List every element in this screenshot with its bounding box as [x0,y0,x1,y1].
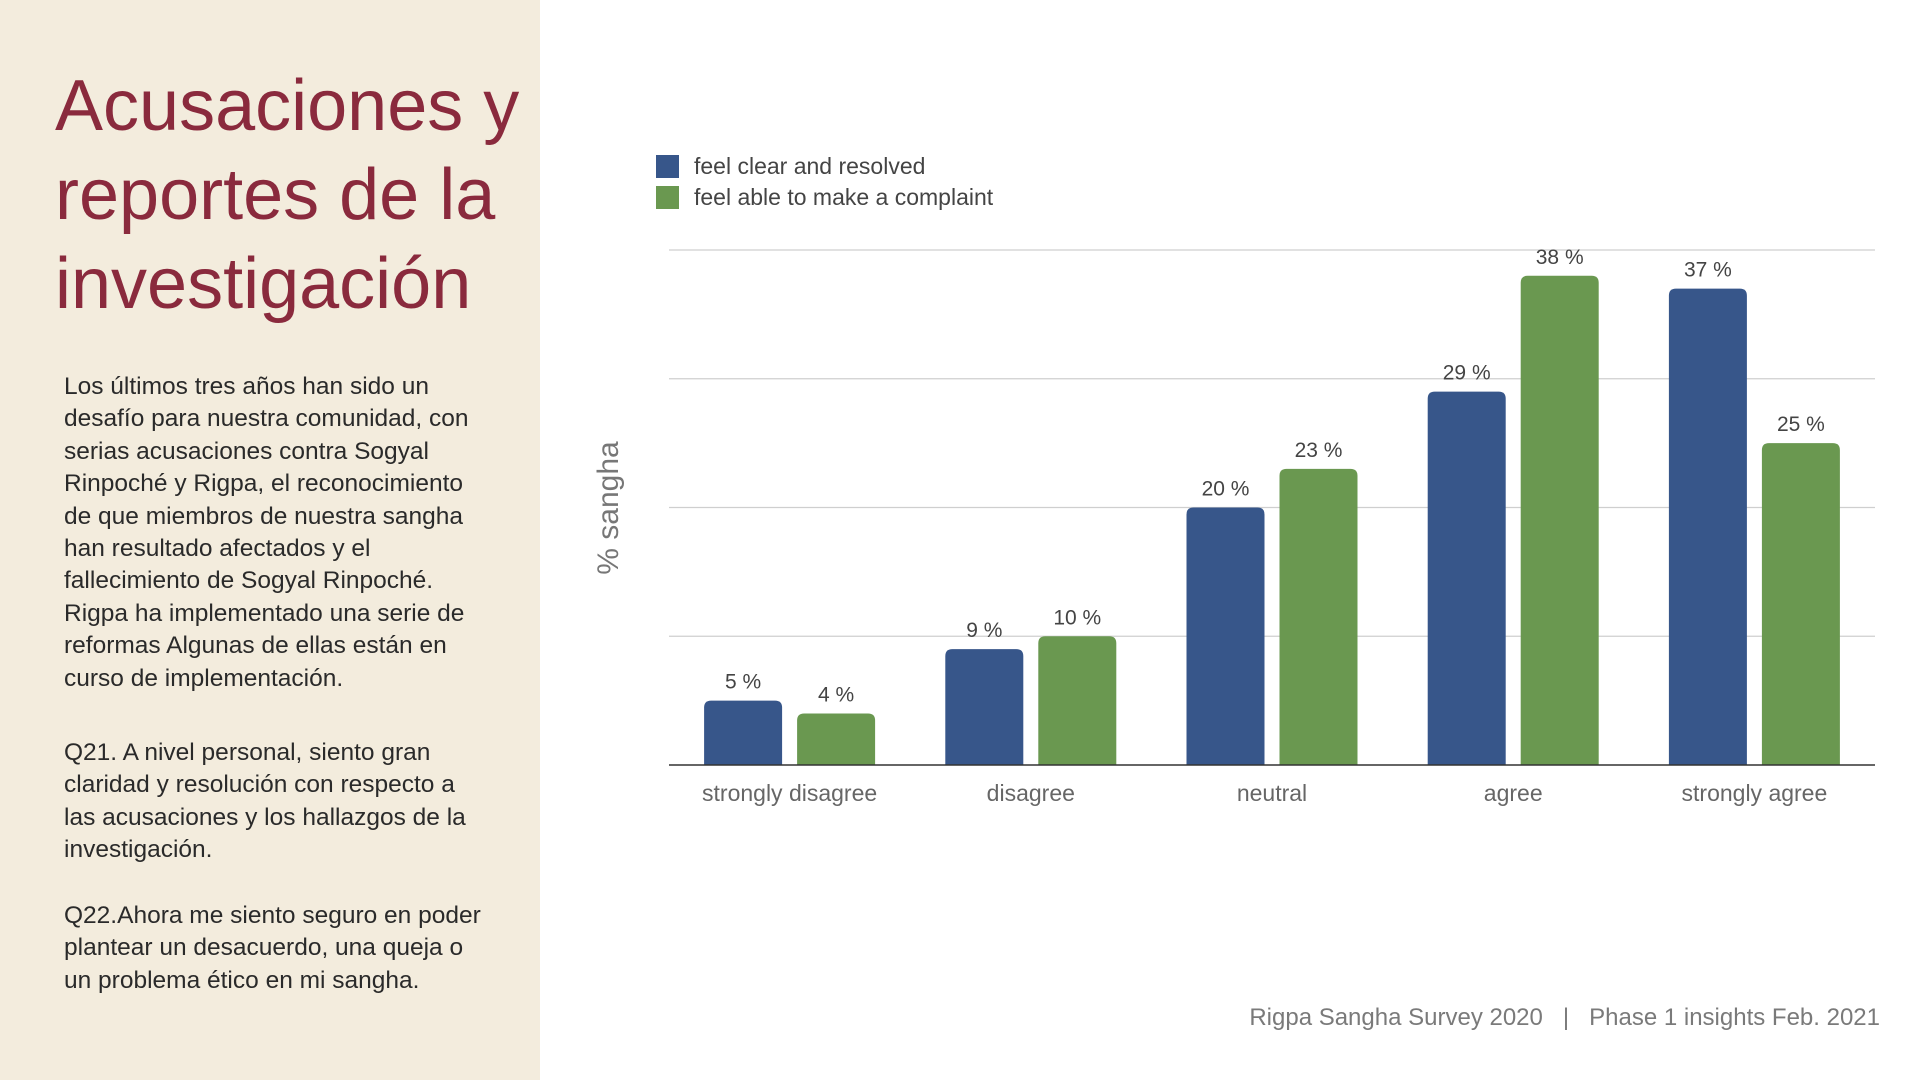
chart-legend: feel clear and resolved feel able to mak… [656,151,993,213]
footer-phase: Phase 1 insights Feb. 2021 [1589,1004,1880,1031]
bar-chart: 5 % 4 % strongly disagree 9 % 10 % disagree 20… [592,246,1875,806]
left-panel: Acusaciones y reportes de la investigaci… [0,0,540,1080]
bar-series2-agree [1520,275,1599,765]
bar-series1-strongly-agree [1668,288,1747,765]
y-axis-title: % sangha [592,441,625,575]
legend-item-complaint: feel able to make a complaint [656,182,993,213]
data-label-series2-neutral: 23 % [1295,439,1343,462]
chart-area: feel clear and resolved feel able to mak… [540,0,1920,1080]
footer: Rigpa Sangha Survey 2020 | Phase 1 insig… [1249,1004,1880,1032]
bar-series2-disagree [1038,636,1117,765]
data-label-series2-disagree: 10 % [1053,606,1101,629]
footer-survey: Rigpa Sangha Survey 2020 [1249,1004,1543,1031]
legend-label-complaint: feel able to make a complaint [694,184,994,210]
data-label-series1-neutral: 20 % [1202,478,1250,501]
bar-series1-disagree [945,649,1024,765]
slide-title: Acusaciones y reportes de la investigaci… [55,66,520,324]
question-22: Q22.Ahora me siento seguro en poder plan… [64,902,481,994]
x-tick-label-agree: agree [1484,780,1543,806]
bar-series1-agree [1427,391,1506,765]
data-label-series2-strongly-disagree: 4 % [818,684,854,707]
legend-swatch-green [656,186,679,209]
bar-series1-strongly-disagree [704,700,783,765]
x-tick-label-strongly-disagree: strongly disagree [702,780,877,806]
intro-paragraph: Los últimos tres años han sido un desafí… [64,373,469,692]
x-tick-label-strongly-agree: strongly agree [1682,780,1828,806]
bar-series2-strongly-agree [1761,443,1840,765]
legend-label-clear-resolved: feel clear and resolved [694,153,926,179]
question-21: Q21. A nivel personal, siento gran clari… [64,739,466,864]
x-tick-label-neutral: neutral [1237,780,1307,806]
bar-series2-strongly-disagree [797,713,876,765]
legend-item-clear-resolved: feel clear and resolved [656,151,993,182]
data-label-series2-strongly-agree: 25 % [1777,413,1825,436]
footer-separator: | [1562,1004,1570,1031]
x-tick-label-disagree: disagree [987,780,1075,806]
legend-swatch-blue [656,155,679,178]
data-label-series1-agree: 29 % [1443,362,1491,385]
data-label-series1-strongly-agree: 37 % [1684,259,1732,282]
bar-series2-neutral [1279,468,1358,765]
data-label-series1-strongly-disagree: 5 % [725,671,761,694]
bar-series1-neutral [1186,507,1265,765]
data-label-series2-agree: 38 % [1536,246,1584,269]
data-label-series1-disagree: 9 % [966,619,1002,642]
